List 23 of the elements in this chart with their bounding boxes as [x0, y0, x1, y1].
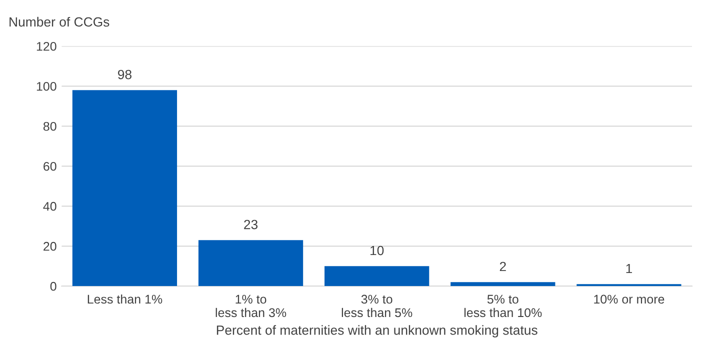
x-tick-label: 10% or more: [594, 294, 664, 304]
y-tick-label: 20: [44, 242, 56, 251]
x-tick-label: 1% to less than 3%: [216, 294, 286, 318]
x-tick-label: Less than 1%: [88, 294, 162, 304]
y-tick-label: 60: [44, 162, 56, 171]
y-axis-title: Number of CCGs: [10, 16, 110, 27]
data-label: 98: [118, 70, 132, 80]
y-tick-label: 120: [36, 42, 56, 51]
bar: [198, 240, 304, 286]
x-tick-label: 5% to less than 10%: [464, 294, 542, 318]
x-axis-title: Percent of maternities with an unknown smoking status: [216, 325, 538, 338]
bar: [450, 282, 556, 286]
data-label: 2: [500, 262, 506, 272]
data-label: 10: [370, 246, 384, 256]
y-tick-label: 0: [50, 282, 56, 291]
y-tick-label: 80: [43, 122, 56, 131]
x-tick-label: 3% to less than 5%: [342, 294, 412, 318]
y-tick-label: 40: [43, 202, 56, 211]
bar: [72, 90, 178, 286]
data-label: 23: [244, 220, 258, 230]
data-label: 1: [626, 264, 632, 274]
y-tick-label: 100: [36, 82, 56, 91]
bar: [324, 266, 430, 286]
